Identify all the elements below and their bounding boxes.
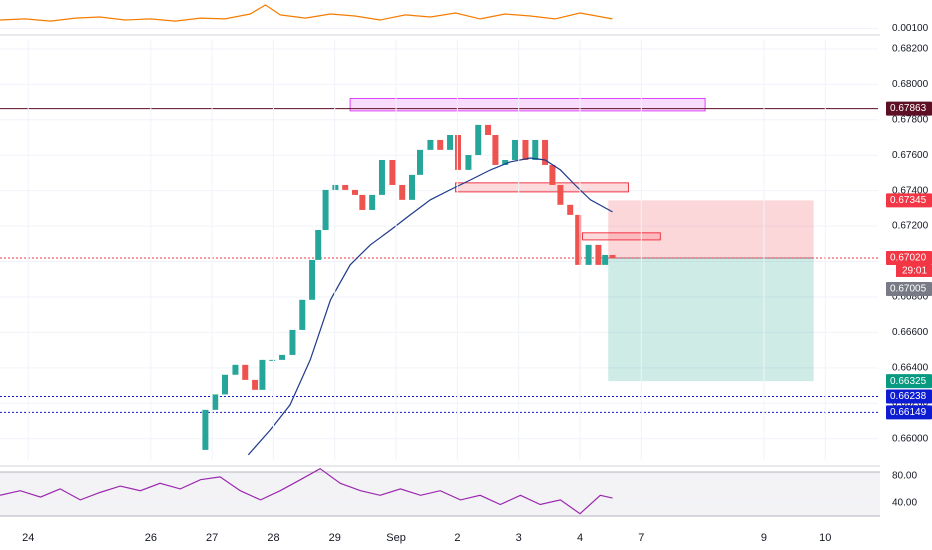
y-tick-label: 0.68000 — [892, 79, 929, 90]
candle — [359, 194, 366, 210]
price-marker-label: 0.66325 — [890, 376, 927, 387]
price-marker — [886, 193, 932, 208]
candle — [532, 139, 539, 160]
candle — [475, 124, 482, 156]
candle — [567, 204, 574, 215]
candle — [222, 374, 229, 395]
candle — [378, 159, 385, 195]
candle — [315, 229, 322, 260]
x-tick-label: Sep — [386, 532, 406, 544]
price-marker — [886, 374, 932, 389]
candle — [269, 359, 276, 361]
y-tick-label: 0.66400 — [892, 362, 929, 373]
candle — [242, 364, 249, 380]
candle — [595, 244, 602, 265]
y-tick-label: 0.67600 — [892, 150, 929, 161]
candle — [542, 139, 549, 165]
candle — [352, 189, 359, 195]
zone — [349, 97, 706, 112]
candle — [549, 164, 556, 185]
candle — [232, 364, 239, 375]
candle — [289, 329, 296, 355]
candle — [437, 139, 444, 150]
series-line — [247, 157, 613, 456]
rsi-band — [0, 472, 880, 516]
price-marker-label: 0.67863 — [890, 103, 927, 114]
y-tick-label: 0.68200 — [892, 44, 929, 55]
x-tick-label: 28 — [267, 532, 279, 544]
candle — [512, 139, 519, 160]
price-marker — [886, 281, 932, 296]
countdown-box — [896, 264, 932, 277]
zone — [581, 232, 661, 241]
candle — [399, 184, 406, 200]
y-tick-label: 40.00 — [892, 497, 917, 508]
x-tick-label: 26 — [145, 532, 157, 544]
y-tick-label: 0.66800 — [892, 292, 929, 303]
x-tick-label: 3 — [516, 532, 522, 544]
price-marker-label: 0.67005 — [890, 284, 927, 295]
x-tick-label: 27 — [206, 532, 218, 544]
candle — [585, 244, 592, 265]
price-marker — [886, 389, 932, 404]
price-marker-label: 0.66149 — [890, 407, 927, 418]
x-tick-label: 9 — [761, 532, 767, 544]
x-tick-label: 24 — [22, 532, 34, 544]
candle — [492, 134, 499, 165]
candle — [522, 139, 529, 160]
price-marker — [886, 101, 932, 116]
candle — [369, 194, 376, 210]
candle — [485, 124, 492, 135]
candle — [212, 394, 219, 410]
candle — [252, 379, 259, 390]
x-tick-label: 10 — [819, 532, 831, 544]
candle — [279, 354, 286, 360]
candle — [455, 134, 462, 170]
price-marker-label: 0.66238 — [890, 391, 927, 402]
y-tick-label: 80.00 — [892, 471, 917, 482]
candle — [609, 254, 616, 258]
y-tick-label: 0.67400 — [892, 185, 929, 196]
candle — [427, 139, 434, 150]
candle — [309, 259, 316, 300]
candle — [299, 299, 306, 330]
target-zone — [608, 257, 814, 382]
y-tick-label: 0.67800 — [892, 114, 929, 125]
candle — [342, 184, 349, 190]
candle — [389, 159, 396, 185]
x-tick-label: 29 — [329, 532, 341, 544]
candle — [557, 184, 564, 205]
price-marker-label: 0.67020 — [890, 253, 927, 264]
zone — [455, 182, 629, 193]
y-tick-label: 0.66000 — [892, 433, 929, 444]
price-marker — [886, 250, 932, 265]
x-tick-label: 4 — [577, 532, 583, 544]
y-tick-label: 0.67200 — [892, 221, 929, 232]
candle — [465, 155, 472, 170]
candle — [416, 149, 423, 175]
stop-zone — [608, 200, 814, 258]
countdown: 29:01 — [902, 266, 927, 277]
candle — [575, 214, 582, 265]
candle — [259, 359, 266, 390]
series-line — [0, 467, 613, 515]
price-marker — [886, 405, 932, 420]
y-tick-label: 0.00100 — [892, 23, 929, 34]
candle — [602, 254, 609, 265]
x-tick-label: 2 — [454, 532, 460, 544]
y-tick-label: 0.66600 — [892, 327, 929, 338]
candle — [332, 184, 339, 190]
x-tick-label: 7 — [638, 532, 644, 544]
candle — [502, 159, 509, 165]
series-line — [0, 4, 613, 22]
candle — [409, 174, 416, 200]
price-marker-label: 0.67345 — [890, 195, 927, 206]
candle — [322, 189, 329, 230]
candle — [447, 134, 454, 150]
candle — [202, 409, 209, 450]
